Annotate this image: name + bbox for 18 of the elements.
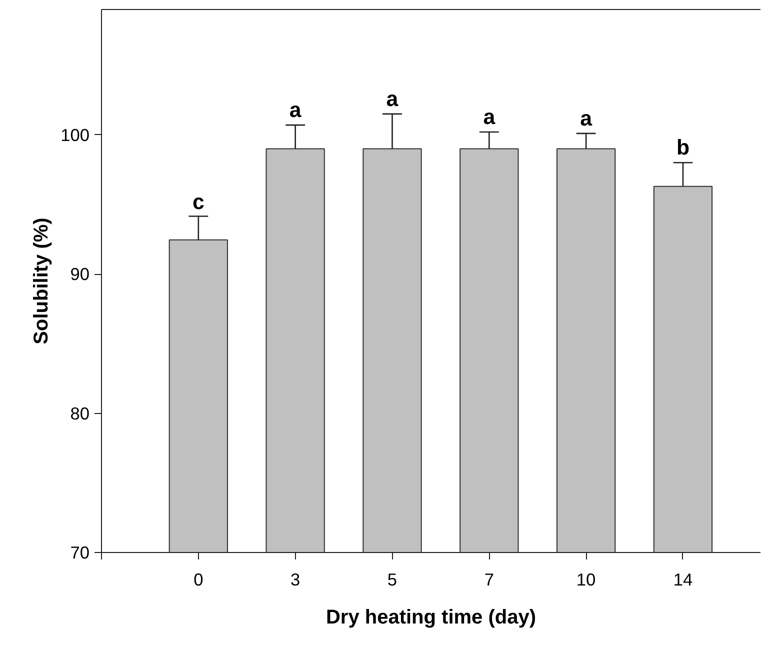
x-tick-label: 10 [576,570,596,590]
annotation: c [192,190,204,214]
y-tick-label: 80 [70,403,90,424]
annotation: a [386,86,398,111]
y-axis-title: Solubility (%) [30,218,53,344]
x-tick-label: 0 [194,570,204,590]
x-tick-label: 3 [290,570,300,590]
y-tick-label: 70 [70,542,90,562]
annotation: b [676,136,690,160]
x-tick-label: 5 [387,570,398,590]
annotation: a [580,106,592,130]
y-tick-label: 100 [60,124,90,145]
x-tick-label: 7 [484,570,494,590]
y-tick-label: 90 [70,264,90,284]
x-tick-label: 14 [673,570,693,590]
x-axis-title: Dry heating time (day) [326,606,536,628]
annotation: a [289,98,302,122]
annotation: a [483,105,496,130]
